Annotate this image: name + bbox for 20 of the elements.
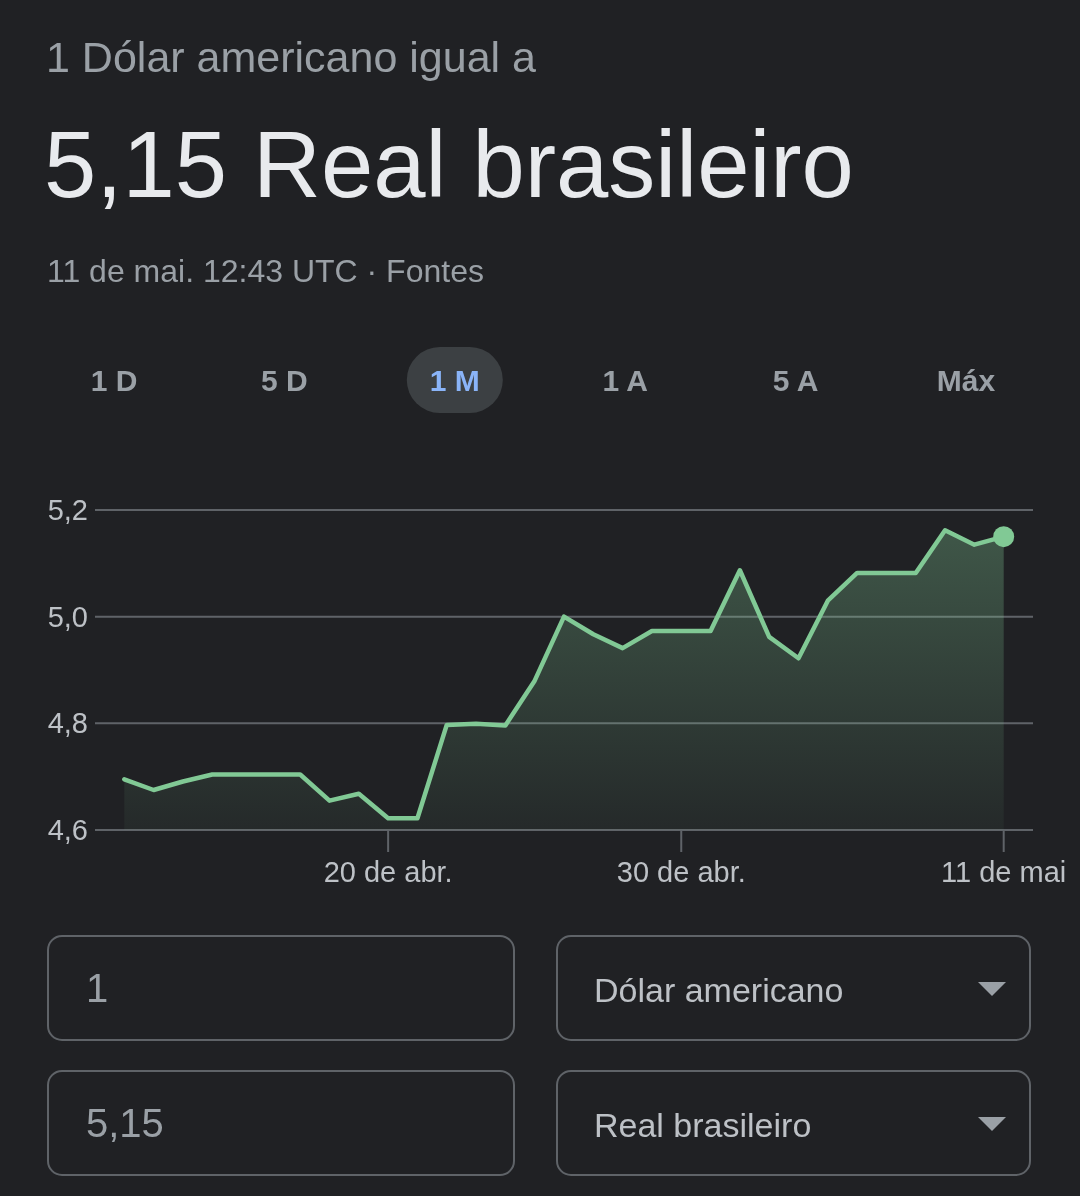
chart-subtitle: 5,15 Real brasileiro [44, 112, 854, 217]
y-tick-label: 4,8 [47, 707, 88, 740]
y-tick-label: 5,0 [47, 600, 88, 633]
text: 1 A [602, 364, 648, 397]
text: 1 D [90, 364, 138, 397]
y-tick-label: 4,6 [47, 814, 88, 846]
x-tick-label: 20 de abr. [323, 856, 453, 888]
chart-title: 1 Dólar americano igual a [46, 33, 537, 81]
x-tick-label: 30 de abr. [616, 856, 746, 888]
x-tick-label: 11 de mai [941, 856, 1067, 888]
text: 11 de mai. 12:43 UTC · Fontes [47, 253, 484, 289]
y-tick-label: 5,2 [47, 494, 88, 526]
text: 1 M [429, 364, 480, 397]
text: 5 A [772, 364, 819, 397]
text: 5,15 [86, 1101, 164, 1145]
text: 1 [86, 966, 109, 1010]
text: Dólar americano [594, 971, 844, 1009]
text: Real brasileiro [594, 1106, 812, 1144]
text: 5 D [261, 364, 308, 397]
text: Máx [936, 364, 996, 397]
